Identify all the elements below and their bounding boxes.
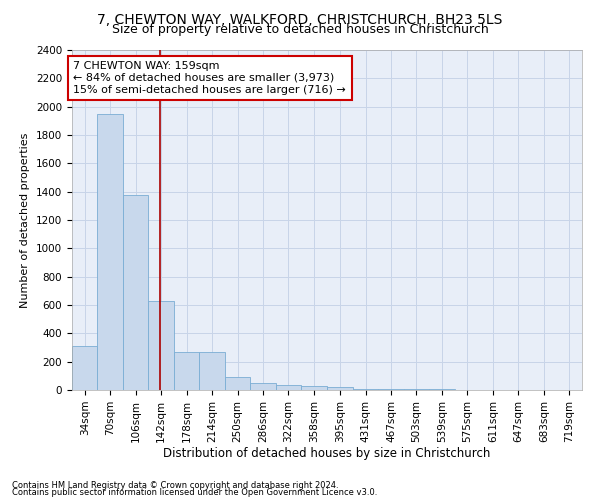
Bar [250, 383, 276, 390]
Text: 7, CHEWTON WAY, WALKFORD, CHRISTCHURCH, BH23 5LS: 7, CHEWTON WAY, WALKFORD, CHRISTCHURCH, … [97, 12, 503, 26]
Bar [174, 352, 199, 390]
Y-axis label: Number of detached properties: Number of detached properties [20, 132, 31, 308]
X-axis label: Distribution of detached houses by size in Christchurch: Distribution of detached houses by size … [163, 448, 491, 460]
Bar [199, 352, 225, 390]
Bar [123, 194, 148, 390]
Text: Size of property relative to detached houses in Christchurch: Size of property relative to detached ho… [112, 22, 488, 36]
Bar [225, 376, 250, 390]
Bar [148, 300, 174, 390]
Bar [97, 114, 123, 390]
Bar [72, 346, 97, 390]
Text: Contains public sector information licensed under the Open Government Licence v3: Contains public sector information licen… [12, 488, 377, 497]
Text: 7 CHEWTON WAY: 159sqm
← 84% of detached houses are smaller (3,973)
15% of semi-d: 7 CHEWTON WAY: 159sqm ← 84% of detached … [73, 62, 346, 94]
Bar [301, 386, 328, 390]
Bar [276, 385, 301, 390]
Bar [328, 387, 353, 390]
Text: Contains HM Land Registry data © Crown copyright and database right 2024.: Contains HM Land Registry data © Crown c… [12, 480, 338, 490]
